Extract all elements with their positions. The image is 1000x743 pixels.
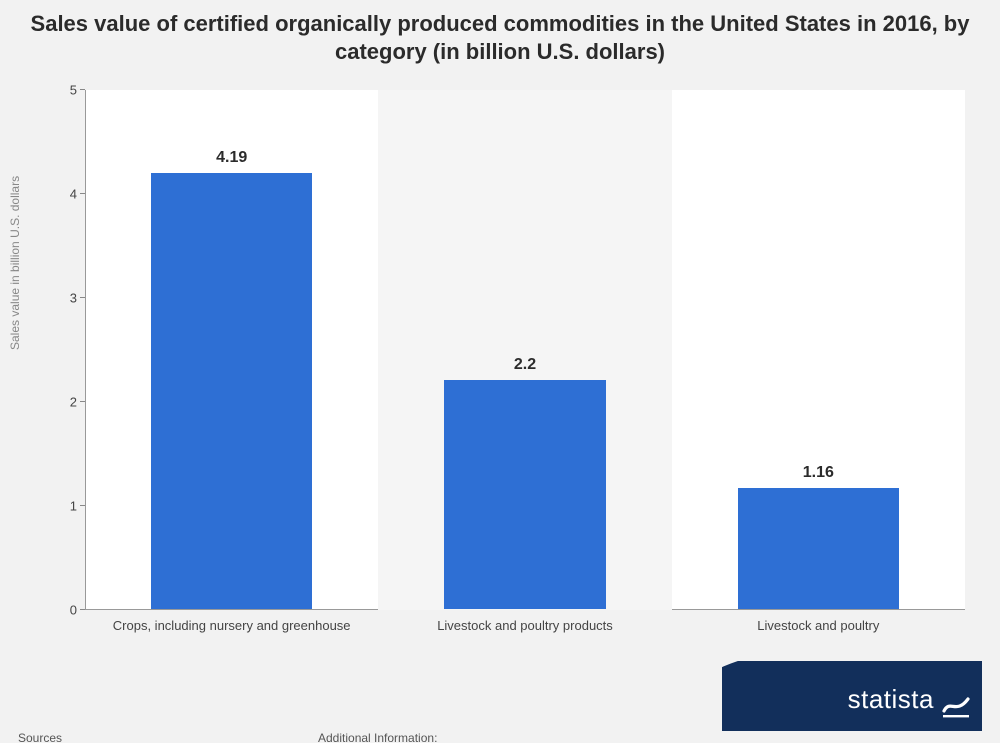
bar-value-label: 1.16 [738, 464, 899, 482]
y-axis-line [85, 90, 86, 610]
y-tick-mark [80, 193, 85, 194]
brand-logo: statista [722, 661, 982, 731]
y-tick-label: 1 [70, 499, 77, 514]
y-tick-label: 0 [70, 603, 77, 618]
chart-title: Sales value of certified organically pro… [0, 10, 1000, 65]
bar: 2.2 [444, 380, 605, 609]
logo-wave-icon [942, 691, 970, 719]
bar: 1.16 [738, 488, 899, 609]
y-tick-label: 4 [70, 187, 77, 202]
additional-info-block: Additional Information: United States; U… [318, 731, 718, 743]
y-tick-mark [80, 297, 85, 298]
bar-value-label: 4.19 [151, 149, 312, 167]
additional-info-heading: Additional Information: [318, 731, 718, 743]
x-tick-label: Livestock and poultry [672, 618, 965, 634]
y-tick-mark [80, 505, 85, 506]
bar-value-label: 2.2 [444, 356, 605, 374]
y-tick-mark [80, 401, 85, 402]
page: Sales value of certified organically pro… [0, 0, 1000, 743]
y-tick-mark [80, 609, 85, 610]
y-tick-label: 3 [70, 291, 77, 306]
chart-plot-area: 0123454.19Crops, including nursery and g… [85, 90, 965, 610]
x-tick-label: Livestock and poultry products [378, 618, 671, 634]
x-tick-label: Crops, including nursery and greenhouse [85, 618, 378, 634]
sources-block: Sources US Department of Agriculture; Ec… [18, 731, 318, 743]
bar: 4.19 [151, 173, 312, 609]
y-axis-label: Sales value in billion U.S. dollars [8, 176, 22, 350]
y-tick-label: 2 [70, 395, 77, 410]
logo-text: statista [848, 683, 934, 717]
sources-heading: Sources [18, 731, 318, 743]
y-tick-mark [80, 89, 85, 90]
y-tick-label: 5 [70, 83, 77, 98]
